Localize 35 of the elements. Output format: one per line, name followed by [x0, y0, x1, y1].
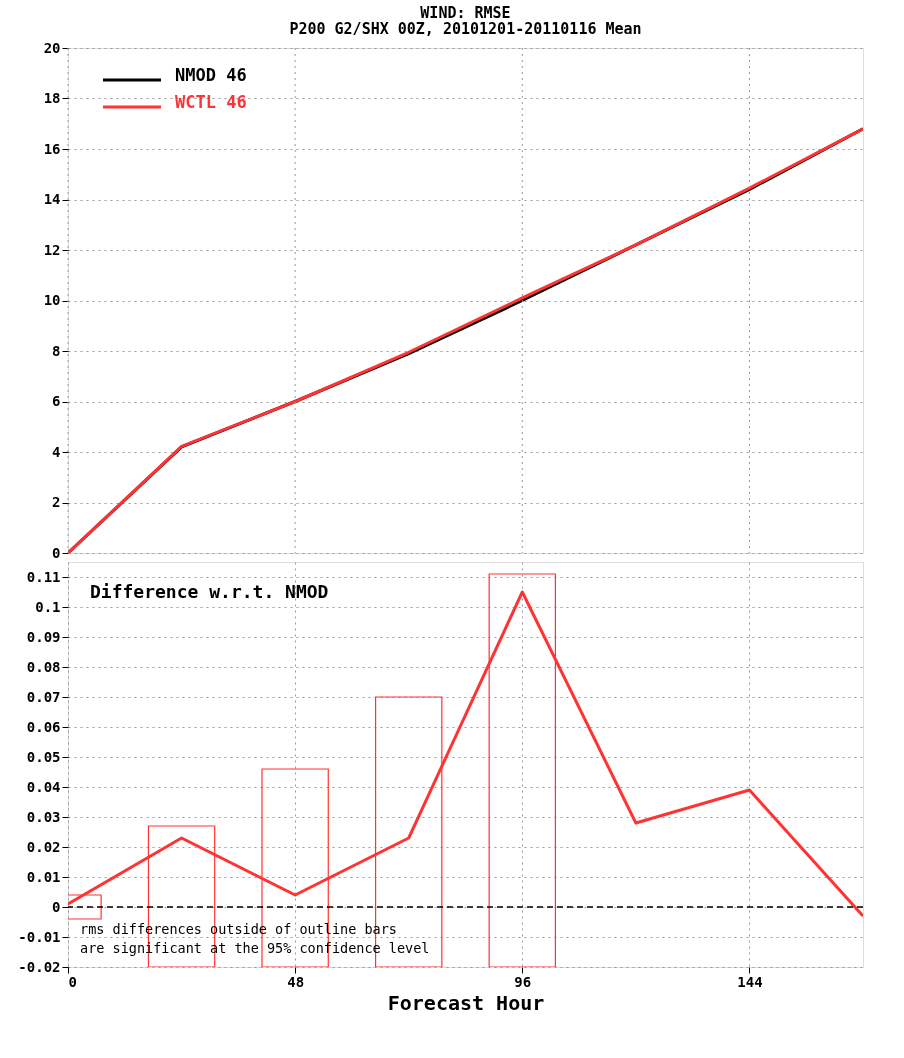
- y-tick-label: 0.06: [26, 718, 61, 735]
- y-tick-label: 0.03: [26, 808, 61, 825]
- y-tick-label: 20: [43, 39, 61, 56]
- y-tick-label: 0.01: [26, 868, 61, 885]
- x-tick-label: 96: [514, 973, 532, 990]
- y-tick-label: 0.09: [26, 628, 61, 645]
- y-tick-label: -0.02: [18, 958, 61, 975]
- y-tick-label: 0: [52, 544, 61, 561]
- chart-title: WIND: RMSE: [420, 4, 511, 22]
- y-tick-label: -0.01: [18, 928, 61, 945]
- x-axis-title: Forecast Hour: [387, 990, 545, 1015]
- y-tick-label: 12: [43, 241, 61, 258]
- y-tick-label: 0.05: [26, 748, 61, 765]
- x-tick-label: 0: [68, 973, 77, 990]
- y-tick-label: 10: [43, 292, 61, 308]
- y-tick-label: 4: [52, 443, 61, 460]
- annotation: Difference w.r.t. NMOD: [90, 581, 329, 602]
- y-tick-label: 0.02: [26, 838, 61, 855]
- legend-label: NMOD 46: [175, 65, 247, 85]
- y-tick-label: 0: [52, 898, 61, 915]
- y-tick-label: 0.04: [26, 778, 61, 795]
- x-tick-label: 144: [737, 973, 763, 990]
- y-tick-label: 6: [52, 393, 61, 409]
- y-tick-label: 18: [43, 90, 61, 106]
- x-tick-label: 48: [287, 973, 305, 990]
- y-tick-label: 0.11: [26, 568, 61, 585]
- y-tick-label: 16: [43, 140, 61, 157]
- y-tick-label: 0.1: [35, 598, 61, 615]
- y-tick-label: 8: [52, 342, 61, 359]
- y-tick-label: 14: [43, 191, 61, 207]
- y-tick-label: 0.08: [26, 658, 61, 675]
- y-tick-label: 0.07: [26, 688, 61, 705]
- y-tick-label: 2: [52, 494, 61, 510]
- chart-subtitle: P200 G2/SHX 00Z, 20101201-20110116 Mean: [289, 20, 642, 38]
- legend-label: WCTL 46: [175, 92, 247, 112]
